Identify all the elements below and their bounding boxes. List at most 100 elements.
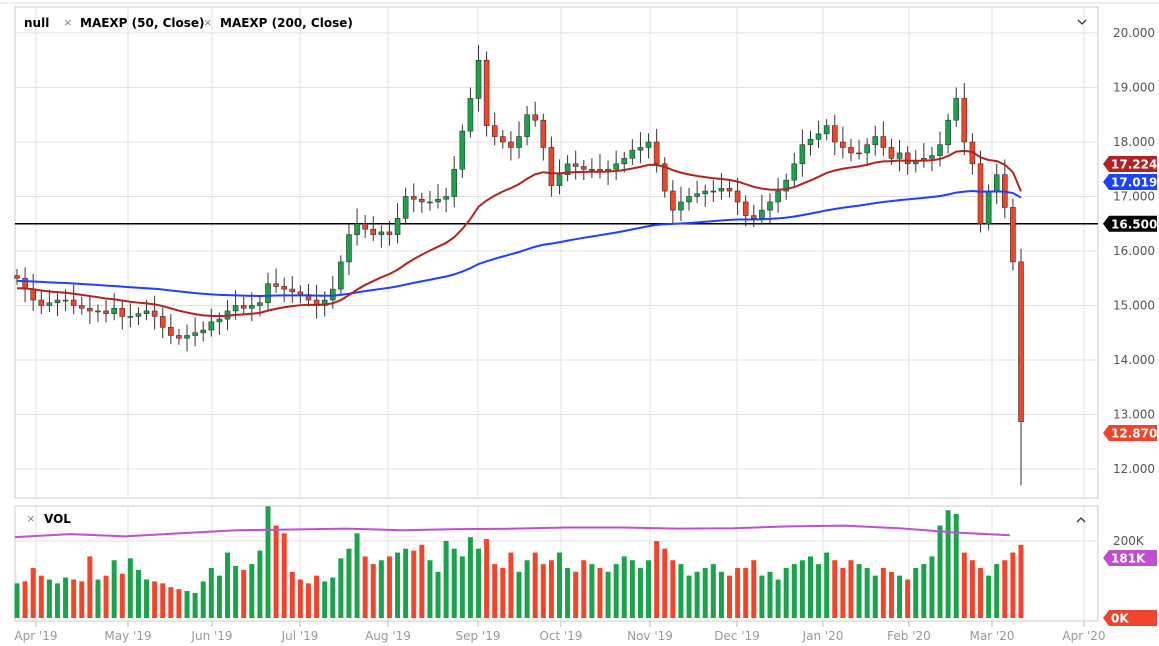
candle-up: [929, 155, 935, 159]
volume-bar: [427, 560, 433, 618]
volume-bar: [378, 560, 384, 618]
vol-zero-tag-label: 0K: [1111, 612, 1129, 626]
volume-bar: [305, 583, 311, 618]
candle-up: [402, 196, 409, 219]
candle-up: [702, 190, 709, 195]
volume-bar: [208, 567, 214, 618]
candle-up: [718, 188, 725, 192]
legend-ma200[interactable]: MAEXP (200, Close): [220, 16, 353, 30]
volume-bar: [1010, 552, 1016, 618]
candle-up: [257, 302, 263, 306]
volume-bar: [694, 571, 700, 618]
candle-up: [394, 218, 401, 235]
candle-down: [751, 215, 757, 219]
volume-bar: [500, 567, 506, 618]
x-tick-label: Feb '20: [887, 629, 931, 643]
vol-zero-tag-bg: [1103, 610, 1157, 626]
legend-ma50[interactable]: MAEXP (50, Close): [80, 16, 205, 30]
volume-bar: [257, 550, 263, 618]
candle-up: [524, 114, 530, 137]
x-tick-label: Mar '20: [969, 629, 1014, 643]
candle-up: [864, 144, 870, 154]
volume-bar: [524, 560, 530, 618]
candle-up: [451, 168, 458, 197]
x-tick-label: Oct '19: [539, 629, 582, 643]
candle-up: [564, 163, 571, 176]
candle-down: [508, 141, 514, 148]
candle-up: [678, 201, 684, 211]
volume-bar: [516, 571, 522, 618]
volume-bar: [686, 575, 692, 618]
volume-bar: [597, 567, 603, 618]
remove-vol-icon[interactable]: ×: [27, 511, 35, 526]
volume-bar: [476, 548, 482, 618]
candle-up: [354, 223, 360, 235]
candle-down: [831, 125, 838, 143]
candle-down: [734, 190, 741, 203]
candle-down: [410, 196, 417, 200]
candle-up: [321, 299, 328, 306]
volume-bar: [961, 552, 967, 618]
candle-up: [54, 299, 61, 304]
remove-ma200-icon[interactable]: ×: [204, 15, 212, 30]
volume-bar: [824, 552, 830, 618]
candle-down: [848, 147, 854, 154]
volume-bar: [621, 556, 627, 618]
volume-bar: [662, 548, 668, 618]
time-axis[interactable]: Apr '19 May '19 Jun '19 Jul '19 Aug '19 Sep '…: [14, 629, 1105, 643]
volume-bar: [103, 575, 109, 618]
price-axis[interactable]: 12.000 13.000 14.000 15.000 16.000 17.000 18.0…: [1113, 26, 1155, 548]
candle-up: [945, 119, 951, 146]
candle-up: [896, 152, 903, 159]
candle-down: [70, 299, 77, 306]
volume-bar: [783, 567, 789, 618]
volume-bar: [848, 560, 854, 618]
volume-bar: [14, 583, 20, 618]
volume-bar: [46, 579, 52, 618]
support-price-tag-bg: [1103, 215, 1157, 232]
candle-up: [435, 198, 441, 203]
volume-bar: [751, 560, 757, 618]
candle-up: [265, 283, 271, 304]
volume-bar: [225, 552, 231, 618]
volume-bar: [135, 569, 141, 618]
candle-up: [443, 196, 449, 200]
volume-bar: [63, 577, 69, 618]
y-tick-label: 15.000: [1113, 299, 1155, 313]
chevron-up-icon[interactable]: [1076, 517, 1086, 523]
vol-ma-tag-label: 181K: [1111, 552, 1146, 566]
candle-down: [532, 114, 538, 121]
volume-bar: [856, 564, 862, 618]
y-tick-label: 19.000: [1113, 81, 1155, 95]
candle-up: [143, 310, 150, 314]
y-tick-label: 12.000: [1113, 462, 1155, 476]
candle-up: [807, 138, 814, 146]
volume-bar: [905, 579, 911, 618]
volume-bar: [241, 569, 247, 618]
volume-bar: [330, 577, 336, 618]
candle-up: [127, 316, 134, 318]
volume-bar: [872, 575, 878, 618]
volume-bar: [589, 564, 595, 618]
candle-down: [78, 305, 85, 309]
candle-down: [670, 190, 676, 211]
chevron-down-icon[interactable]: [1077, 19, 1087, 25]
volume-bar: [168, 587, 174, 618]
volume-bar: [840, 567, 846, 618]
vol-tick-label: 200K: [1113, 534, 1145, 548]
volume-bar: [467, 537, 473, 618]
candle-down: [653, 141, 660, 165]
candle-up: [637, 147, 644, 151]
volume-bar: [176, 589, 182, 618]
candle-up: [759, 209, 765, 219]
candle-up: [815, 133, 822, 140]
candle-down: [30, 288, 36, 301]
remove-ma50-icon[interactable]: ×: [64, 15, 72, 30]
candle-up: [208, 321, 215, 331]
candle-up: [791, 163, 798, 181]
candle-down: [240, 305, 247, 309]
candle-up: [232, 305, 239, 312]
candle-down: [38, 299, 45, 306]
candle-up: [710, 190, 717, 193]
